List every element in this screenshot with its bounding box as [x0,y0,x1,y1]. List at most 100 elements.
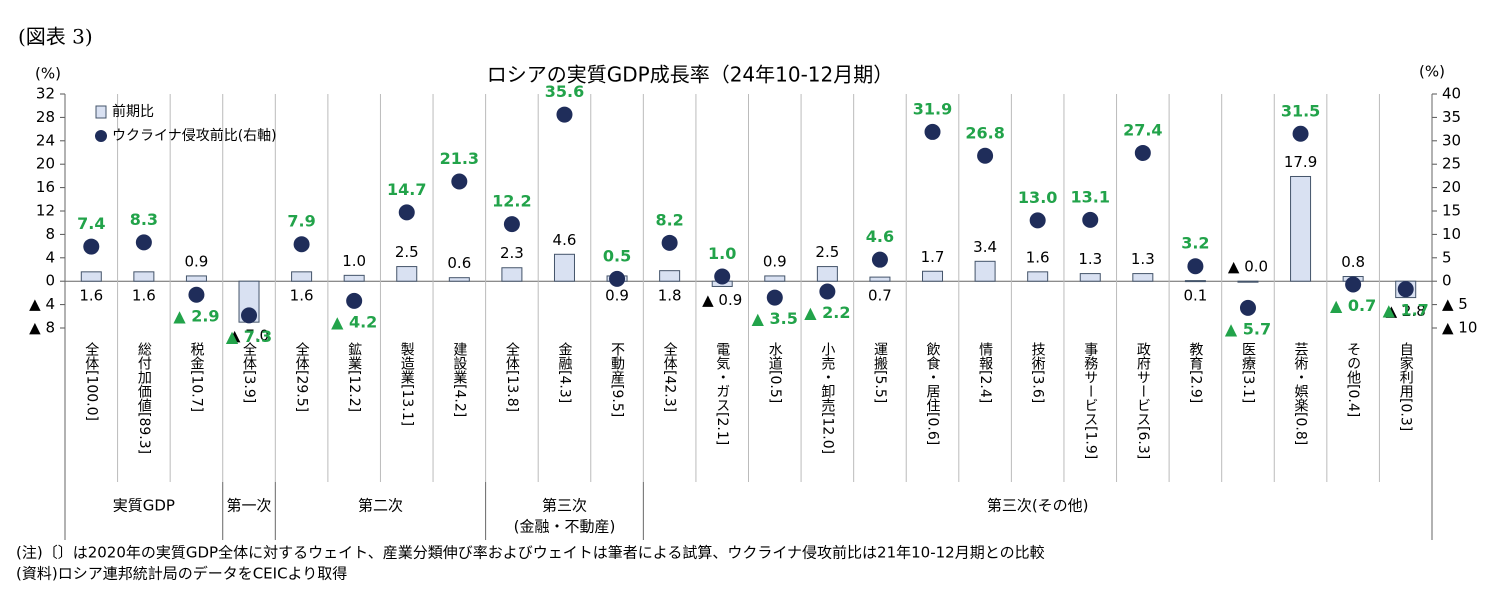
x-tick-label: 運搬[5.5] [872,342,888,403]
group-label: 第三次(その他) [987,497,1089,515]
dot-label: 27.4 [1123,120,1162,139]
tick-label: 8 [45,225,55,243]
bar-label: 1.6 [1026,248,1050,266]
dot-label: 7.4 [77,214,105,233]
x-tick-label: 政府サービス[6.3] [1135,342,1151,459]
bar-label: ▲ 0.9 [702,291,742,309]
dot [188,286,205,303]
bar-label: 1.6 [79,287,103,305]
tick-label: 32 [36,85,55,103]
bar [80,271,102,282]
bar-label: 1.0 [342,252,366,270]
x-tick-label: 事務サービス[1.9] [1082,342,1098,459]
dot-label: 1.0 [708,244,736,263]
x-tick-label: 医療[3.1] [1240,342,1256,403]
tick-label: 35 [1442,108,1461,126]
dot-label: 7.9 [287,212,315,231]
bar-label: 0.6 [447,254,471,272]
dot [398,204,415,221]
legend-swatch [95,105,107,119]
x-tick-label: 税金[10.7] [188,342,204,412]
bar-label: 0.9 [185,252,209,270]
bar-label: 0.9 [605,287,629,305]
dot [451,173,468,190]
bar-label: 0.8 [1341,253,1365,271]
tick-label: 20 [1442,178,1461,196]
tick-label: 0 [1442,272,1452,290]
dot [1239,299,1256,316]
bar [553,253,575,282]
dot-label: 21.3 [440,149,479,168]
dot [924,123,941,140]
bar [764,275,786,282]
x-tick-label: 全体[42.3] [662,341,678,412]
x-tick-label: 総付加価値[89.3] [136,342,152,454]
tick-label: 25 [1442,155,1461,173]
dot-label: 3.2 [1181,234,1209,253]
y2-axis-label: (%) [1419,63,1445,81]
bar-label: 4.6 [553,231,577,249]
dot [1029,212,1046,229]
group-label: 第三次 [542,497,587,515]
tick-label: 30 [1442,131,1461,149]
tick-label: ▲ 8 [29,319,55,337]
bar-label: ▲ 0.0 [1228,258,1268,276]
bar-label: 17.9 [1284,153,1317,171]
bar-label: 1.7 [921,248,945,266]
bar [291,271,313,282]
bar-label: 2.5 [395,243,419,261]
dot [1134,144,1151,161]
dot-label: ▲ 3.5 [752,309,798,328]
bar-label: 1.6 [132,287,156,305]
bar-label: 0.9 [763,252,787,270]
chart-title: ロシアの実質GDP成長率（24年10-12月期） [487,63,894,87]
tick-label: ▲ 10 [1442,319,1477,337]
tick-label: 4 [45,248,55,266]
x-tick-label: 金融[4.3] [556,342,572,403]
legend-label: ウクライナ侵攻前比(右軸) [112,127,277,144]
legend-swatch [95,130,107,142]
tick-label: 5 [1442,248,1452,266]
bar [869,276,891,282]
dot-label: 26.8 [965,123,1004,142]
bar [659,270,681,282]
tick-label: 15 [1442,202,1461,220]
x-tick-label: 全体[29.5] [294,341,310,412]
dot-label: ▲ 4.2 [331,312,377,331]
dot-label: ▲ 2.9 [173,306,219,325]
dot [977,147,994,164]
tick-label: 0 [45,272,55,290]
dot [714,268,731,285]
group-label: 第一次 [227,497,272,515]
x-tick-label: 水道[0.5] [767,342,783,403]
x-tick-label: 芸術・娯楽[0.8] [1293,342,1309,445]
dot [1292,125,1309,142]
bar-label: 1.3 [1078,250,1102,268]
dot [503,216,520,233]
tick-label: ▲ 5 [1442,295,1468,313]
tick-label: ▲ 4 [29,295,55,313]
x-tick-label: 技術[3.6] [1030,342,1046,403]
dot-label: ▲ 1.7 [1383,301,1429,320]
bar [501,267,523,282]
tick-label: 28 [36,108,55,126]
group-label: 実質GDP [113,497,175,515]
tick-label: 10 [1442,225,1461,243]
bar-label: ▲ 7.0 [229,327,269,345]
dot [1397,281,1414,298]
dot [819,283,836,300]
dot-label: 31.5 [1281,101,1320,120]
bar [133,271,155,282]
bar [816,266,838,282]
dot [346,292,363,309]
dot-label: ▲ 2.2 [804,303,850,322]
dot [556,106,573,123]
bar [1027,271,1049,282]
bar [1132,273,1154,282]
bar [922,270,944,282]
x-tick-label: 不動産[9.5] [609,342,625,417]
x-tick-label: 教育[2.9] [1187,342,1203,403]
dot [135,234,152,251]
